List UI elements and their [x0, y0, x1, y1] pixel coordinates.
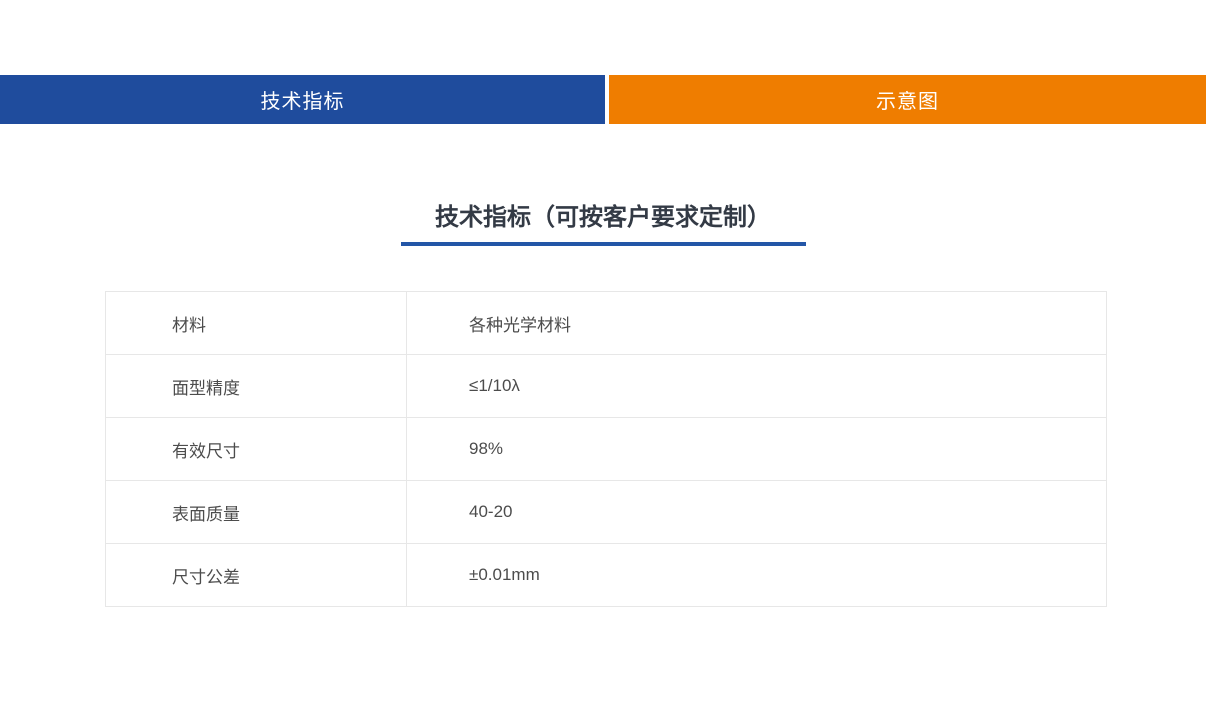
tab-schematic-diagram-label: 示意图	[876, 91, 939, 113]
tab-bar: 技术指标 示意图	[0, 75, 1206, 124]
spec-value-dimension-tolerance: ±0.01mm	[406, 543, 1107, 607]
tab-technical-specs[interactable]: 技术指标	[0, 75, 605, 124]
tab-divider	[605, 75, 609, 124]
spec-value-effective-size: 98%	[406, 417, 1107, 481]
spec-table: 材料 各种光学材料 面型精度 ≤1/10λ 有效尺寸 98% 表面质量 40-2…	[105, 291, 1107, 607]
table-row: 表面质量 40-20	[105, 480, 1107, 544]
table-row: 材料 各种光学材料	[105, 291, 1107, 355]
spec-label-effective-size: 有效尺寸	[105, 417, 407, 481]
spec-label-dimension-tolerance: 尺寸公差	[105, 543, 407, 607]
spec-label-surface-quality: 表面质量	[105, 480, 407, 544]
spec-label-surface-accuracy: 面型精度	[105, 354, 407, 418]
spec-value-surface-accuracy: ≤1/10λ	[406, 354, 1107, 418]
section-heading: 技术指标（可按客户要求定制）	[0, 203, 1206, 246]
section-title: 技术指标（可按客户要求定制）	[435, 204, 771, 231]
tab-technical-specs-label: 技术指标	[260, 91, 345, 113]
spec-value-material: 各种光学材料	[406, 291, 1107, 355]
table-row: 有效尺寸 98%	[105, 417, 1107, 481]
tab-schematic-diagram[interactable]: 示意图	[609, 75, 1206, 124]
spec-value-surface-quality: 40-20	[406, 480, 1107, 544]
table-row: 尺寸公差 ±0.01mm	[105, 543, 1107, 607]
section-title-underline	[400, 242, 806, 246]
spec-label-material: 材料	[105, 291, 407, 355]
table-row: 面型精度 ≤1/10λ	[105, 354, 1107, 418]
